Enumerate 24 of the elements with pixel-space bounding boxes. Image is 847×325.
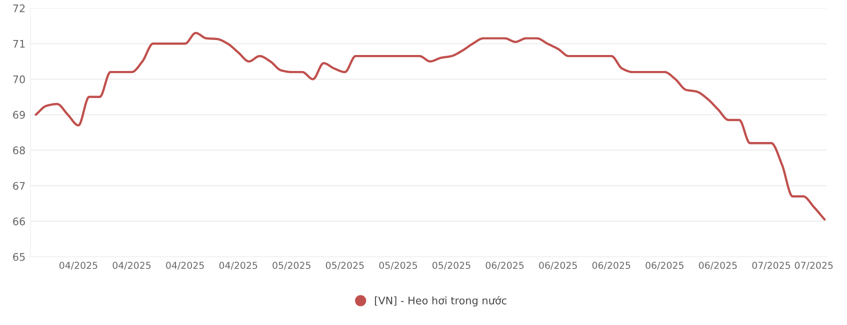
y-tick-label: 67 [13, 182, 25, 190]
y-tick-label: 69 [13, 110, 25, 119]
x-tick-label: 06/2025 [592, 262, 630, 270]
x-tick-label: 05/2025 [379, 262, 417, 270]
y-tick-label: 65 [13, 252, 25, 261]
x-tick-label: 05/2025 [326, 262, 364, 270]
y-tick-label: 71 [13, 40, 25, 48]
y-tick-label: 70 [13, 75, 25, 84]
y-tick-label: 66 [13, 217, 25, 226]
y-tick-label: 68 [13, 146, 25, 154]
x-tick-label: 05/2025 [432, 262, 470, 270]
x-tick-label: 07/2025 [794, 262, 833, 270]
x-tick-label: 05/2025 [272, 262, 310, 270]
x-tick-label: 06/2025 [539, 262, 577, 270]
x-tick-label: 04/2025 [219, 262, 258, 270]
x-tick-label: 04/2025 [59, 262, 98, 270]
y-tick-label: 72 [13, 4, 25, 12]
x-tick-label: 06/2025 [486, 262, 524, 270]
x-tick-label: 04/2025 [166, 262, 204, 270]
x-tick-label: 07/2025 [752, 262, 790, 270]
x-tick-label: 06/2025 [646, 262, 684, 270]
legend-label: [VN] - Heo hơi trong nước [375, 296, 506, 306]
x-tick-label: 04/2025 [112, 262, 151, 270]
x-tick-label: 06/2025 [698, 262, 737, 270]
